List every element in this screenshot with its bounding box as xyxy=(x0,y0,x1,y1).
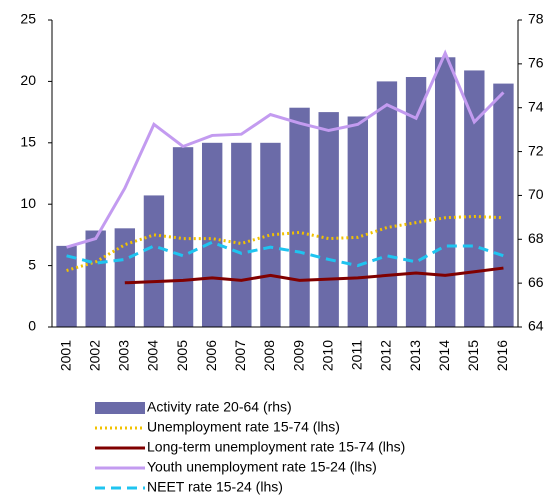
x-tick-label: 2003 xyxy=(116,340,132,371)
legend-label: Unemployment rate 15-74 (lhs) xyxy=(147,419,340,435)
x-tick-label: 2011 xyxy=(349,340,365,370)
bar xyxy=(493,83,514,327)
legend-label: Youth unemployment rate 15-24 (lhs) xyxy=(147,459,377,475)
y-tick-label: 15 xyxy=(20,134,36,150)
bar xyxy=(56,245,77,327)
line-series xyxy=(124,266,504,285)
y-tick-label: 20 xyxy=(20,72,36,88)
bar xyxy=(464,70,485,327)
bar xyxy=(289,107,310,327)
x-tick-label: 2014 xyxy=(436,340,452,371)
bar xyxy=(114,228,136,327)
x-tick-label: 2004 xyxy=(145,340,161,371)
y2-tick-label: 64 xyxy=(528,318,544,334)
x-tick-label: 2007 xyxy=(232,340,248,371)
line-series xyxy=(66,214,504,272)
bar xyxy=(201,142,223,327)
x-tick-label: 2001 xyxy=(57,340,73,371)
x-tick-label: 2016 xyxy=(494,340,510,371)
x-tick-label: 2006 xyxy=(203,340,219,371)
bar xyxy=(347,116,369,327)
y-tick-label: 0 xyxy=(28,318,36,334)
x-tick-label: 2009 xyxy=(290,340,306,371)
legend-label: Activity rate 20-64 (rhs) xyxy=(147,399,292,415)
legend-label: Long-term unemployment rate 15-74 (lhs) xyxy=(147,439,405,455)
y2-tick-label: 76 xyxy=(528,55,544,71)
legend-swatch xyxy=(95,402,145,414)
y-tick-label: 25 xyxy=(20,11,36,27)
y-tick-label: 5 xyxy=(28,256,36,272)
legend-label: NEET rate 15-24 (lhs) xyxy=(147,479,283,495)
y2-tick-label: 72 xyxy=(528,142,544,158)
x-tick-label: 2015 xyxy=(465,340,481,371)
bar xyxy=(434,57,456,328)
y2-tick-label: 78 xyxy=(528,11,544,27)
y2-tick-label: 70 xyxy=(528,186,544,202)
y2-tick-label: 66 xyxy=(528,274,544,290)
line-series xyxy=(66,240,504,268)
x-tick-label: 2010 xyxy=(319,340,335,371)
x-tick-label: 2008 xyxy=(261,340,277,371)
x-tick-label: 2002 xyxy=(86,340,102,371)
bar xyxy=(143,195,165,327)
bar xyxy=(405,77,427,327)
x-tick-label: 2013 xyxy=(407,340,423,371)
x-tick-label: 2005 xyxy=(174,340,190,371)
y2-tick-label: 74 xyxy=(528,98,544,114)
bar xyxy=(318,112,339,327)
y2-tick-label: 68 xyxy=(528,230,544,246)
bar xyxy=(85,230,106,327)
bar xyxy=(376,81,398,328)
x-tick-label: 2012 xyxy=(378,340,394,371)
line-series xyxy=(66,49,505,249)
y-tick-label: 10 xyxy=(20,195,36,211)
bar xyxy=(231,142,252,327)
bar xyxy=(260,142,281,327)
